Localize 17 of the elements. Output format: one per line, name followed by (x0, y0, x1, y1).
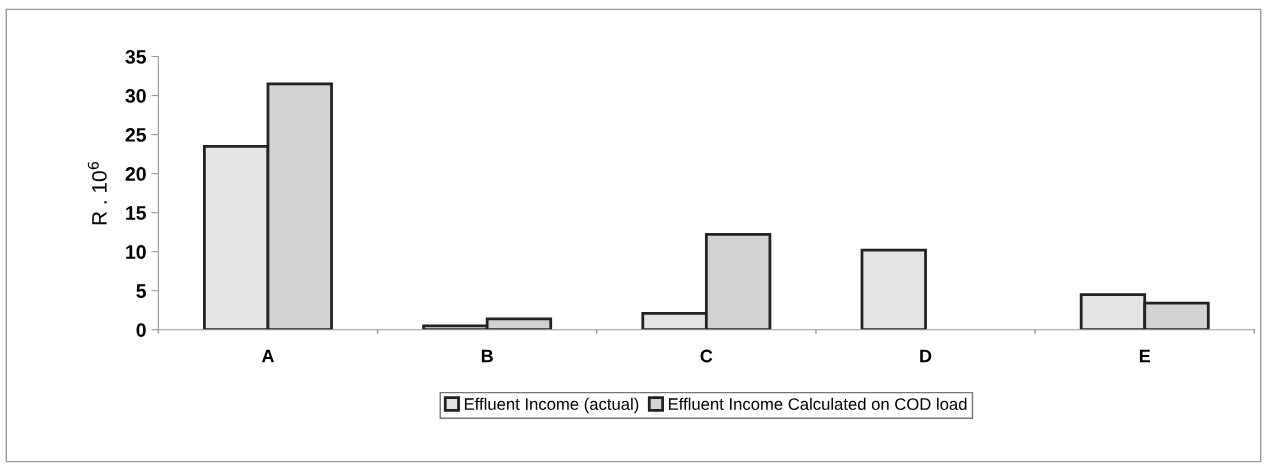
legend-label: Effluent Income (actual) (464, 397, 639, 414)
y-tick-label: 15 (126, 206, 147, 220)
bar (860, 248, 927, 330)
y-tick-label: 25 (125, 128, 147, 142)
x-tick-label: E (1139, 349, 1151, 363)
y-axis-title: R . 10$^{6}$ (87, 161, 107, 225)
y-tick-label: 35 (125, 49, 147, 64)
y-tick-label: 0 (136, 323, 146, 337)
y-tick-label: 10 (126, 245, 146, 259)
y-tick-label: 20 (125, 167, 146, 181)
x-tick-label: C (700, 349, 713, 363)
x-tick-label: A (261, 349, 275, 363)
x-tick-label: B (481, 349, 493, 363)
y-tick-label: 30 (125, 89, 146, 103)
legend-label: Effluent Income Calculated on COD load (668, 397, 967, 410)
x-tick-label: D (920, 349, 932, 363)
y-tick-label: 5 (136, 284, 147, 298)
